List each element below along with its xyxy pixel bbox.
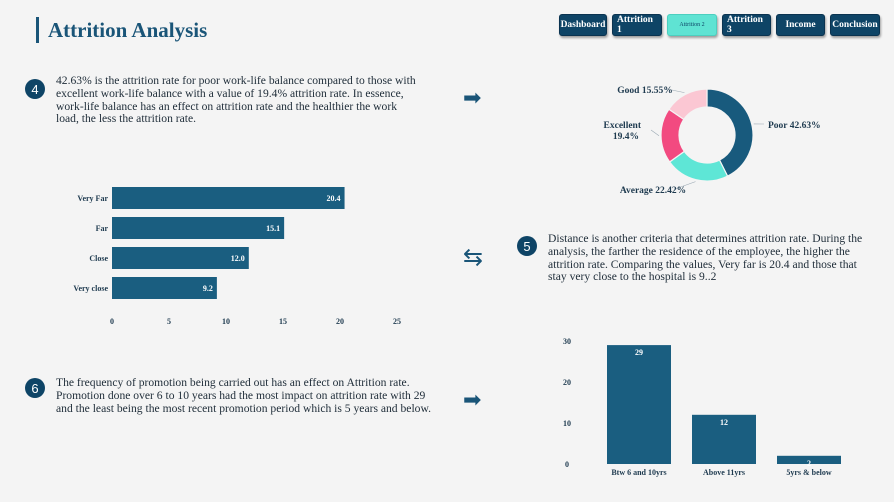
distance-bar-chart: 20.4 15.1 12.0 9.2 Very Far Far Close Very clo… [73,187,401,326]
donut-leader-line [674,181,696,190]
x-tick-label: 15 [279,317,287,326]
distance-bar [112,217,285,239]
y-tick-label: 0 [565,460,569,469]
section-6-text: The frequency of promotion being carried… [56,376,431,415]
promotion-bar-value: 12 [720,418,728,427]
donut-leader-line [666,88,685,93]
nav-button-attrition-2[interactable]: Attrition 2 [667,14,717,36]
x-tick-label: 5 [167,317,171,326]
arrow-right-icon: ➡ [463,86,482,111]
promotion-category-label: Above 11yrs [703,468,745,477]
nav-button-attrition-1[interactable]: Attrition 1 [612,14,662,36]
section-number-badge: 6 [25,378,45,398]
distance-bar-value: 20.4 [327,194,341,203]
distance-bar-value: 12.0 [231,254,245,263]
section-4-text: 42.63% is the attrition rate for poor wo… [56,74,416,126]
donut-leader-line [650,129,660,136]
promotion-bar-chart: 29 12 2 0 10 20 30 Btw 6 and 10yrs Above 11yrs… [563,337,841,477]
promotion-bar-value: 29 [635,348,643,357]
work-life-balance-donut-chart: Poor 42.63% Average 22.42% Excellent 19.4% G… [604,86,821,196]
distance-bar-value: 9.2 [203,284,213,293]
promotion-bar-value: 2 [807,459,811,468]
distance-bar [112,247,249,269]
x-tick-label: 20 [336,317,344,326]
distance-category-label: Far [96,224,109,233]
x-tick-label: 0 [110,317,114,326]
donut-label-average: Average 22.42% [620,186,686,196]
arrow-right-icon: ➡ [463,388,482,413]
distance-category-label: Close [89,254,108,263]
page-title: Attrition Analysis [48,17,208,42]
distance-category-label: Very close [73,284,108,293]
promotion-category-label: Btw 6 and 10yrs [611,468,666,477]
promotion-bar [692,414,756,464]
y-tick-label: 10 [563,419,571,428]
promotion-bar [607,345,671,464]
page-title-bar: Attrition Analysis [36,16,207,44]
distance-bar-value: 15.1 [266,224,280,233]
section-number-badge: 5 [517,236,537,256]
donut-label-excellent: Excellent 19.4% [604,121,642,142]
donut-slice-good [668,88,708,121]
nav-button-attrition-3[interactable]: Attrition 3 [722,14,771,36]
nav-button-dashboard[interactable]: Dashboard [559,14,607,36]
section-number-badge: 4 [25,79,45,99]
nav-button-income[interactable]: Income [776,14,825,36]
distance-category-label: Very Far [77,194,108,203]
donut-label-good: Good 15.55% [617,86,672,96]
distance-bar [112,277,217,299]
x-tick-label: 25 [393,317,401,326]
top-nav: Dashboard Attrition 1 Attrition 2 Attrit… [559,14,880,36]
promotion-bar [777,455,841,464]
y-tick-label: 20 [563,378,571,387]
x-tick-label: 10 [222,317,230,326]
distance-bar [112,187,345,209]
title-accent-bar [36,17,39,43]
nav-button-conclusion[interactable]: Conclusion [830,14,880,36]
swap-arrows-icon: ⇆ [463,243,484,271]
y-tick-label: 30 [563,337,571,346]
donut-label-poor: Poor 42.63% [768,121,821,131]
promotion-category-label: 5yrs & below [786,468,832,477]
section-5-text: Distance is another criteria that determ… [548,232,863,284]
